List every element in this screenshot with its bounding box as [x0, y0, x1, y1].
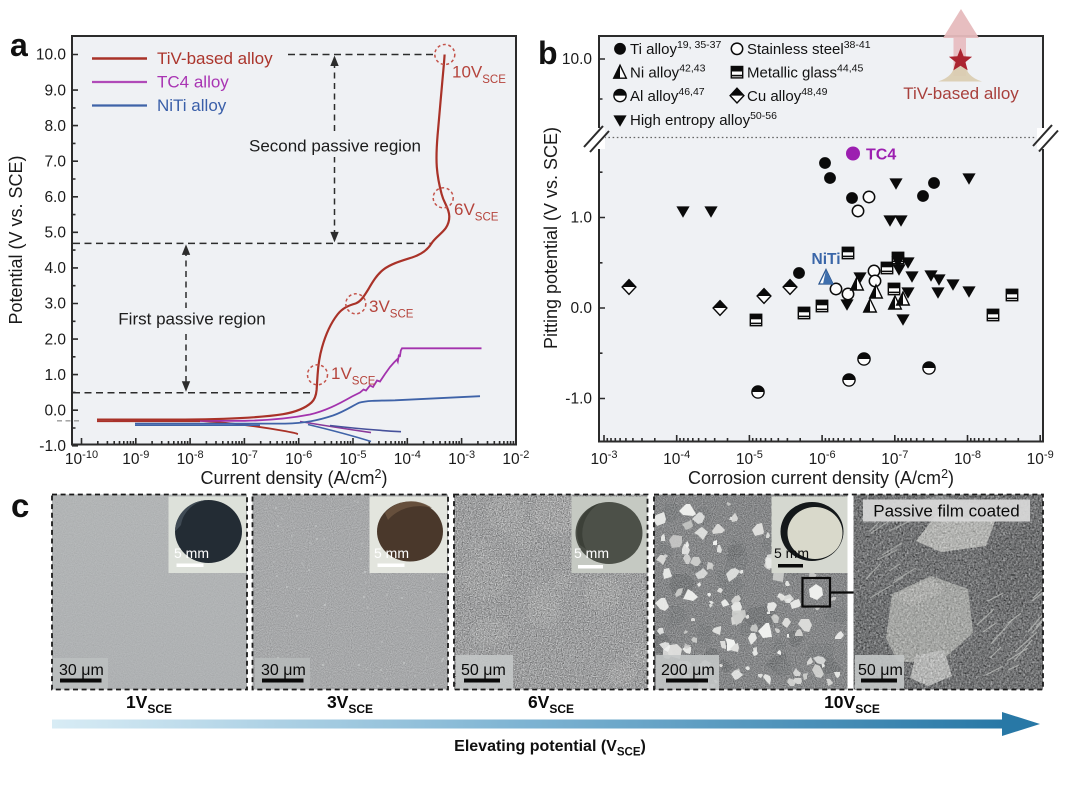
svg-text:First passive region: First passive region	[118, 310, 265, 329]
svg-text:b: b	[538, 35, 558, 71]
svg-text:7.0: 7.0	[44, 153, 66, 170]
svg-text:Metallic glass44,45: Metallic glass44,45	[747, 62, 863, 81]
svg-text:Corrosion current density (A/c: Corrosion current density (A/cm2)	[688, 467, 954, 488]
svg-text:-1.0: -1.0	[39, 438, 66, 455]
svg-text:TiV-based alloy: TiV-based alloy	[903, 84, 1019, 103]
svg-text:5 mm: 5 mm	[574, 545, 609, 561]
svg-text:10.0: 10.0	[562, 51, 593, 68]
svg-text:5 mm: 5 mm	[774, 545, 809, 561]
svg-text:9.0: 9.0	[44, 82, 66, 99]
svg-text:c: c	[11, 487, 29, 524]
svg-text:50 μm: 50 μm	[858, 662, 903, 679]
svg-text:TC4 alloy: TC4 alloy	[157, 73, 229, 92]
svg-text:Current density (A/cm2): Current density (A/cm2)	[200, 467, 387, 488]
svg-text:Elevating potential (VSCE): Elevating potential (VSCE)	[454, 738, 646, 759]
svg-text:30 μm: 30 μm	[59, 662, 104, 679]
svg-text:-1.0: -1.0	[565, 391, 592, 408]
svg-text:a: a	[10, 27, 28, 63]
svg-text:50 μm: 50 μm	[461, 662, 506, 679]
svg-text:200 μm: 200 μm	[661, 662, 715, 679]
svg-text:6.0: 6.0	[44, 189, 66, 206]
svg-text:Passive film coated: Passive film coated	[873, 502, 1019, 521]
svg-text:30 μm: 30 μm	[261, 662, 306, 679]
svg-text:TiV-based alloy: TiV-based alloy	[157, 49, 273, 68]
svg-text:NiTi: NiTi	[812, 251, 841, 268]
svg-text:Stainless steel38-41: Stainless steel38-41	[747, 39, 871, 58]
svg-text:TC4: TC4	[866, 147, 896, 164]
svg-text:NiTi alloy: NiTi alloy	[157, 96, 227, 115]
svg-text:Pitting potential (V vs. SCE): Pitting potential (V vs. SCE)	[541, 127, 561, 349]
svg-text:High entropy alloy50-56: High entropy alloy50-56	[630, 110, 777, 129]
svg-text:2.0: 2.0	[44, 331, 66, 348]
svg-text:8.0: 8.0	[44, 118, 66, 135]
svg-text:Potential (V vs. SCE): Potential (V vs. SCE)	[6, 155, 26, 324]
svg-text:10.0: 10.0	[36, 47, 67, 64]
svg-text:1.0: 1.0	[570, 210, 592, 227]
svg-text:Second passive region: Second passive region	[249, 137, 421, 156]
svg-text:5.0: 5.0	[44, 225, 66, 242]
svg-text:5 mm: 5 mm	[174, 545, 209, 561]
svg-text:4.0: 4.0	[44, 260, 66, 277]
svg-text:0.0: 0.0	[570, 300, 592, 317]
svg-text:1.0: 1.0	[44, 367, 66, 384]
svg-text:3.0: 3.0	[44, 296, 66, 313]
svg-text:5 mm: 5 mm	[374, 545, 409, 561]
svg-text:0.0: 0.0	[44, 402, 66, 419]
